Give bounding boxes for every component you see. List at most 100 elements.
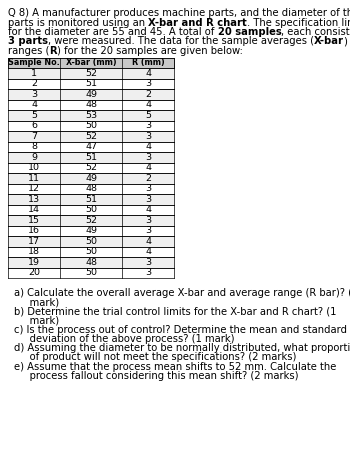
Text: 16: 16 — [28, 226, 40, 235]
Text: 48: 48 — [85, 258, 97, 267]
Text: 4: 4 — [145, 247, 151, 256]
Text: 10: 10 — [28, 163, 40, 172]
Text: 3: 3 — [145, 184, 151, 193]
Text: 51: 51 — [85, 195, 97, 204]
Text: 4: 4 — [145, 163, 151, 172]
Text: ) for the 20 samples are given below:: ) for the 20 samples are given below: — [57, 46, 243, 56]
Text: 52: 52 — [85, 132, 97, 141]
Text: 4: 4 — [31, 100, 37, 109]
Text: parts is monitored using an: parts is monitored using an — [8, 18, 148, 28]
Bar — [8, 57, 174, 68]
Text: 4: 4 — [145, 69, 151, 78]
Text: 8: 8 — [31, 142, 37, 151]
Text: Q 8) A manufacturer produces machine parts, and the diameter of the: Q 8) A manufacturer produces machine par… — [8, 8, 350, 18]
Text: 12: 12 — [28, 184, 40, 193]
Text: mark): mark) — [14, 315, 59, 325]
Text: 13: 13 — [28, 195, 40, 204]
Text: 5: 5 — [31, 111, 37, 120]
Text: 52: 52 — [85, 163, 97, 172]
Text: a) Calculate the overall average X-bar and average range (R bar)? (1: a) Calculate the overall average X-bar a… — [14, 288, 350, 298]
Text: X-bar: X-bar — [314, 37, 344, 47]
Text: e) Assume that the process mean shifts to 52 mm. Calculate the: e) Assume that the process mean shifts t… — [14, 361, 336, 371]
Text: R (mm): R (mm) — [132, 58, 164, 67]
Text: 20 samples: 20 samples — [217, 27, 281, 37]
Text: 4: 4 — [145, 237, 151, 246]
Text: 2: 2 — [145, 174, 151, 183]
Text: 7: 7 — [31, 132, 37, 141]
Text: 3: 3 — [145, 226, 151, 235]
Bar — [8, 99, 174, 110]
Bar — [8, 121, 174, 131]
Bar — [8, 89, 174, 99]
Text: 3: 3 — [145, 153, 151, 162]
Text: 3: 3 — [145, 195, 151, 204]
Text: b) Determine the trial control limits for the X-bar and R chart? (1: b) Determine the trial control limits fo… — [14, 306, 336, 316]
Text: 50: 50 — [85, 247, 97, 256]
Bar — [8, 173, 174, 183]
Text: c) Is the process out of control? Determine the mean and standard: c) Is the process out of control? Determ… — [14, 325, 347, 335]
Text: R: R — [49, 46, 57, 56]
Text: 3 parts: 3 parts — [8, 37, 48, 47]
Text: 19: 19 — [28, 258, 40, 267]
Text: 1: 1 — [31, 69, 37, 78]
Text: , each consisting of: , each consisting of — [281, 27, 350, 37]
Text: 18: 18 — [28, 247, 40, 256]
Text: 3: 3 — [145, 121, 151, 130]
Bar — [8, 142, 174, 152]
Text: ) and: ) and — [344, 37, 350, 47]
Bar — [8, 267, 174, 278]
Text: 3: 3 — [145, 79, 151, 88]
Text: 3: 3 — [145, 132, 151, 141]
Text: 52: 52 — [85, 69, 97, 78]
Text: 9: 9 — [31, 153, 37, 162]
Text: 49: 49 — [85, 226, 97, 235]
Text: 5: 5 — [145, 111, 151, 120]
Bar — [8, 215, 174, 226]
Bar — [8, 110, 174, 121]
Text: 49: 49 — [85, 90, 97, 99]
Text: 49: 49 — [85, 174, 97, 183]
Bar — [8, 247, 174, 257]
Text: 3: 3 — [145, 268, 151, 277]
Text: 50: 50 — [85, 268, 97, 277]
Bar — [8, 205, 174, 215]
Text: 6: 6 — [31, 121, 37, 130]
Text: 3: 3 — [145, 258, 151, 267]
Text: 51: 51 — [85, 153, 97, 162]
Text: 20: 20 — [28, 268, 40, 277]
Bar — [8, 131, 174, 142]
Bar — [8, 183, 174, 194]
Text: Sample No.: Sample No. — [8, 58, 60, 67]
Text: for the diameter are 55 and 45. A total of: for the diameter are 55 and 45. A total … — [8, 27, 217, 37]
Bar — [8, 236, 174, 247]
Text: 4: 4 — [145, 142, 151, 151]
Text: ranges (: ranges ( — [8, 46, 49, 56]
Text: 14: 14 — [28, 205, 40, 214]
Text: . The specification limits: . The specification limits — [247, 18, 350, 28]
Text: 4: 4 — [145, 205, 151, 214]
Text: 3: 3 — [31, 90, 37, 99]
Text: X-bar (mm): X-bar (mm) — [66, 58, 116, 67]
Bar — [8, 226, 174, 236]
Text: 47: 47 — [85, 142, 97, 151]
Text: 11: 11 — [28, 174, 40, 183]
Text: 48: 48 — [85, 184, 97, 193]
Text: , were measured. The data for the sample averages (: , were measured. The data for the sample… — [48, 37, 314, 47]
Text: 50: 50 — [85, 205, 97, 214]
Text: 52: 52 — [85, 216, 97, 225]
Bar — [8, 68, 174, 78]
Text: d) Assuming the diameter to be normally distributed, what proportion: d) Assuming the diameter to be normally … — [14, 343, 350, 353]
Text: 48: 48 — [85, 100, 97, 109]
Bar — [8, 257, 174, 267]
Text: 50: 50 — [85, 237, 97, 246]
Bar — [8, 162, 174, 173]
Text: 17: 17 — [28, 237, 40, 246]
Text: 15: 15 — [28, 216, 40, 225]
Bar — [8, 78, 174, 89]
Text: deviation of the above process? (1 mark): deviation of the above process? (1 mark) — [14, 334, 234, 344]
Text: of product will not meet the specifications? (2 marks): of product will not meet the specificati… — [14, 352, 296, 362]
Text: 53: 53 — [85, 111, 97, 120]
Text: X-bar and R chart: X-bar and R chart — [148, 18, 247, 28]
Text: 50: 50 — [85, 121, 97, 130]
Text: 4: 4 — [145, 100, 151, 109]
